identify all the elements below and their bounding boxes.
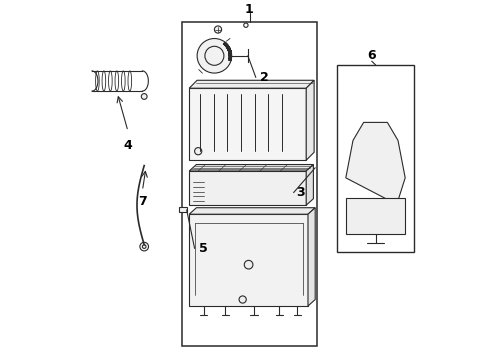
Text: 3: 3 (296, 186, 305, 199)
Circle shape (195, 148, 202, 155)
Circle shape (215, 26, 221, 33)
Polygon shape (306, 80, 314, 160)
Text: 7: 7 (138, 195, 147, 208)
Circle shape (197, 39, 232, 73)
Polygon shape (189, 165, 314, 171)
Polygon shape (189, 208, 315, 214)
Text: 2: 2 (260, 71, 269, 84)
Text: 6: 6 (368, 49, 376, 62)
Bar (182, 22, 317, 346)
Text: 4: 4 (123, 139, 132, 152)
Text: 1: 1 (244, 3, 253, 15)
Bar (337, 65, 414, 252)
Polygon shape (346, 122, 405, 220)
Polygon shape (189, 171, 306, 205)
Polygon shape (308, 208, 315, 306)
Bar (179, 207, 187, 212)
Polygon shape (346, 198, 405, 234)
Polygon shape (189, 214, 308, 306)
Polygon shape (189, 80, 314, 88)
Text: 5: 5 (199, 242, 208, 255)
Circle shape (141, 94, 147, 99)
Circle shape (245, 260, 253, 269)
Polygon shape (306, 165, 314, 205)
Polygon shape (189, 88, 306, 160)
Circle shape (140, 242, 148, 251)
Circle shape (239, 296, 246, 303)
